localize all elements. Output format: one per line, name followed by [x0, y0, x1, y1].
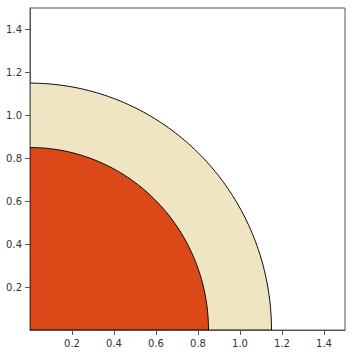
svg-text:0.4: 0.4	[6, 239, 22, 250]
svg-text:0.2: 0.2	[64, 338, 80, 349]
svg-text:1.2: 1.2	[274, 338, 290, 349]
svg-text:1.4: 1.4	[6, 24, 22, 35]
svg-text:0.2: 0.2	[6, 282, 22, 293]
svg-text:0.4: 0.4	[106, 338, 122, 349]
svg-text:1.0: 1.0	[232, 338, 248, 349]
svg-text:1.2: 1.2	[6, 67, 22, 78]
svg-text:0.8: 0.8	[190, 338, 206, 349]
svg-text:1.0: 1.0	[6, 110, 22, 121]
svg-text:0.6: 0.6	[148, 338, 164, 349]
svg-text:0.8: 0.8	[6, 153, 22, 164]
svg-text:1.4: 1.4	[316, 338, 332, 349]
svg-text:0.6: 0.6	[6, 196, 22, 207]
